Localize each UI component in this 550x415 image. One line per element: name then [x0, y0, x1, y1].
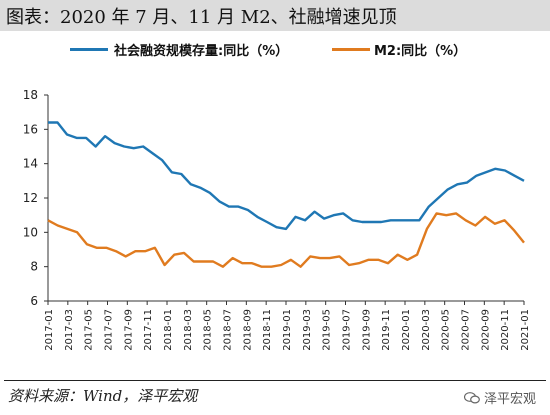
- x-tick-label: 2020-05: [441, 309, 452, 351]
- x-tick-label: 2020-07: [461, 309, 472, 351]
- legend-label-social-financing: 社会融资规模存量:同比（%）: [114, 44, 289, 59]
- x-tick-label: 2018-09: [242, 309, 253, 351]
- series-line-social-financing: [48, 121, 525, 231]
- x-tick-label: 2019-03: [302, 309, 313, 351]
- x-tick-label: 2018-07: [223, 309, 234, 351]
- legend: 社会融资规模存量:同比（%） M2:同比（%）: [0, 38, 550, 60]
- x-tick-label: 2021-01: [520, 309, 531, 351]
- x-tick-label: 2017-11: [143, 309, 154, 351]
- y-tick-label: 18: [23, 88, 38, 102]
- x-tick-label: 2020-01: [401, 309, 412, 351]
- x-tick-label: 2017-03: [64, 309, 75, 351]
- x-tick-label: 2020-09: [480, 309, 491, 351]
- y-tick-label: 8: [30, 260, 38, 274]
- legend-label-m2: M2:同比（%）: [374, 44, 467, 59]
- footer-divider: [4, 380, 546, 381]
- title-bar: 图表：2020 年 7 月、11 月 M2、社融增速见顶: [0, 0, 550, 31]
- x-tick-label: 2017-09: [123, 309, 134, 351]
- watermark: 泽平宏观: [463, 388, 536, 407]
- y-tick-label: 6: [30, 294, 38, 308]
- chart-title: 图表：2020 年 7 月、11 月 M2、社融增速见顶: [6, 7, 397, 28]
- x-tick-label: 2019-09: [361, 309, 372, 351]
- x-tick-label: 2018-05: [203, 309, 214, 351]
- x-tick-label: 2017-07: [104, 309, 115, 351]
- y-tick-label: 16: [23, 122, 38, 136]
- series-line-m2: [47, 212, 525, 268]
- x-tick-label: 2019-07: [342, 309, 353, 351]
- line-chart: 6 8 10 12 14 16 18 2017-01 2017-03 2017-05 2017-07…: [23, 88, 531, 351]
- x-tick-label: 2017-01: [44, 309, 55, 351]
- x-tick-label: 2017-05: [84, 309, 95, 351]
- y-tick-label: 10: [23, 225, 38, 239]
- y-tick-label: 12: [23, 191, 38, 205]
- x-tick-label: 2019-01: [282, 309, 293, 351]
- y-tick-label: 14: [23, 157, 38, 171]
- source-note: 资料来源：Wind，泽平宏观: [8, 387, 198, 405]
- x-tick-label: 2020-03: [421, 309, 432, 351]
- x-tick-label: 2018-03: [183, 309, 194, 351]
- legend-swatch-social-financing: [70, 48, 108, 51]
- x-tick-label: 2018-01: [163, 309, 174, 351]
- watermark-text: 泽平宏观: [483, 392, 536, 407]
- x-tick-label: 2018-11: [262, 309, 273, 351]
- x-tick-label: 2019-11: [381, 309, 392, 351]
- legend-swatch-m2: [332, 48, 370, 51]
- x-tick-label: 2019-05: [322, 309, 333, 351]
- wechat-icon: [463, 392, 480, 404]
- x-tick-label: 2020-11: [500, 309, 511, 351]
